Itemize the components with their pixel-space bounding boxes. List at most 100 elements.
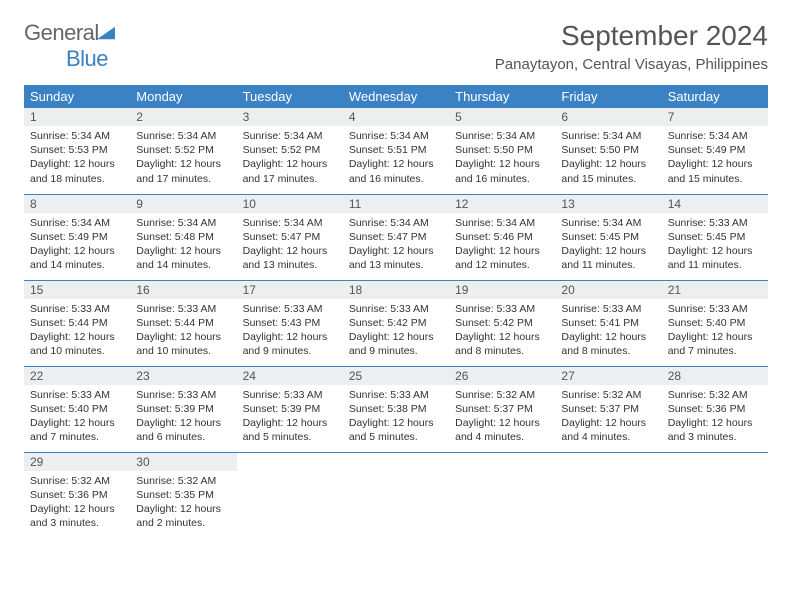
day-number: 11: [343, 195, 449, 213]
day-data: Sunrise: 5:34 AMSunset: 5:47 PMDaylight:…: [343, 213, 449, 279]
triangle-icon: [97, 26, 115, 40]
day-data: Sunrise: 5:34 AMSunset: 5:48 PMDaylight:…: [130, 213, 236, 279]
logo-text-general: General: [24, 20, 99, 45]
calendar-cell: 26Sunrise: 5:32 AMSunset: 5:37 PMDayligh…: [449, 366, 555, 452]
day-number: 2: [130, 108, 236, 126]
calendar-row: 22Sunrise: 5:33 AMSunset: 5:40 PMDayligh…: [24, 366, 768, 452]
day-data: Sunrise: 5:34 AMSunset: 5:49 PMDaylight:…: [662, 126, 768, 192]
weekday-header: Monday: [130, 85, 236, 108]
calendar-cell: 28Sunrise: 5:32 AMSunset: 5:36 PMDayligh…: [662, 366, 768, 452]
day-number: 24: [237, 367, 343, 385]
day-data: Sunrise: 5:32 AMSunset: 5:37 PMDaylight:…: [449, 385, 555, 451]
location: Panaytayon, Central Visayas, Philippines: [495, 56, 768, 73]
calendar-cell: 10Sunrise: 5:34 AMSunset: 5:47 PMDayligh…: [237, 194, 343, 280]
calendar-cell: 27Sunrise: 5:32 AMSunset: 5:37 PMDayligh…: [555, 366, 661, 452]
weekday-header: Saturday: [662, 85, 768, 108]
calendar-cell: 14Sunrise: 5:33 AMSunset: 5:45 PMDayligh…: [662, 194, 768, 280]
day-data: Sunrise: 5:34 AMSunset: 5:45 PMDaylight:…: [555, 213, 661, 279]
day-number: 28: [662, 367, 768, 385]
day-number: 13: [555, 195, 661, 213]
calendar-cell: 9Sunrise: 5:34 AMSunset: 5:48 PMDaylight…: [130, 194, 236, 280]
calendar-cell: 29Sunrise: 5:32 AMSunset: 5:36 PMDayligh…: [24, 452, 130, 538]
calendar-cell: 23Sunrise: 5:33 AMSunset: 5:39 PMDayligh…: [130, 366, 236, 452]
day-number: 26: [449, 367, 555, 385]
calendar-cell: [237, 452, 343, 538]
calendar-cell: 12Sunrise: 5:34 AMSunset: 5:46 PMDayligh…: [449, 194, 555, 280]
day-data: Sunrise: 5:33 AMSunset: 5:44 PMDaylight:…: [24, 299, 130, 365]
day-number: 27: [555, 367, 661, 385]
day-data: Sunrise: 5:33 AMSunset: 5:38 PMDaylight:…: [343, 385, 449, 451]
calendar-body: 1Sunrise: 5:34 AMSunset: 5:53 PMDaylight…: [24, 108, 768, 538]
calendar-cell: 4Sunrise: 5:34 AMSunset: 5:51 PMDaylight…: [343, 108, 449, 194]
weekday-header: Sunday: [24, 85, 130, 108]
calendar-cell: [555, 452, 661, 538]
day-data: Sunrise: 5:32 AMSunset: 5:37 PMDaylight:…: [555, 385, 661, 451]
calendar-cell: 16Sunrise: 5:33 AMSunset: 5:44 PMDayligh…: [130, 280, 236, 366]
calendar-cell: [343, 452, 449, 538]
day-data: Sunrise: 5:33 AMSunset: 5:39 PMDaylight:…: [237, 385, 343, 451]
day-data: Sunrise: 5:33 AMSunset: 5:44 PMDaylight:…: [130, 299, 236, 365]
calendar-cell: [449, 452, 555, 538]
day-number: 4: [343, 108, 449, 126]
calendar-row: 8Sunrise: 5:34 AMSunset: 5:49 PMDaylight…: [24, 194, 768, 280]
day-data: Sunrise: 5:34 AMSunset: 5:51 PMDaylight:…: [343, 126, 449, 192]
day-data: Sunrise: 5:32 AMSunset: 5:35 PMDaylight:…: [130, 471, 236, 537]
calendar-cell: 24Sunrise: 5:33 AMSunset: 5:39 PMDayligh…: [237, 366, 343, 452]
day-number: 6: [555, 108, 661, 126]
weekday-header: Tuesday: [237, 85, 343, 108]
day-number: 30: [130, 453, 236, 471]
day-data: Sunrise: 5:33 AMSunset: 5:39 PMDaylight:…: [130, 385, 236, 451]
calendar-cell: 17Sunrise: 5:33 AMSunset: 5:43 PMDayligh…: [237, 280, 343, 366]
calendar-cell: 20Sunrise: 5:33 AMSunset: 5:41 PMDayligh…: [555, 280, 661, 366]
logo: General Blue: [24, 20, 115, 72]
calendar-cell: 25Sunrise: 5:33 AMSunset: 5:38 PMDayligh…: [343, 366, 449, 452]
calendar-cell: 15Sunrise: 5:33 AMSunset: 5:44 PMDayligh…: [24, 280, 130, 366]
calendar-cell: 1Sunrise: 5:34 AMSunset: 5:53 PMDaylight…: [24, 108, 130, 194]
day-data: Sunrise: 5:32 AMSunset: 5:36 PMDaylight:…: [24, 471, 130, 537]
day-number: 18: [343, 281, 449, 299]
day-number: 25: [343, 367, 449, 385]
day-data: Sunrise: 5:33 AMSunset: 5:43 PMDaylight:…: [237, 299, 343, 365]
day-number: 22: [24, 367, 130, 385]
day-number: 9: [130, 195, 236, 213]
calendar-cell: [662, 452, 768, 538]
weekday-header: Friday: [555, 85, 661, 108]
day-number: 5: [449, 108, 555, 126]
day-number: 10: [237, 195, 343, 213]
day-number: 7: [662, 108, 768, 126]
weekday-header-row: SundayMondayTuesdayWednesdayThursdayFrid…: [24, 85, 768, 108]
calendar-cell: 3Sunrise: 5:34 AMSunset: 5:52 PMDaylight…: [237, 108, 343, 194]
calendar-row: 15Sunrise: 5:33 AMSunset: 5:44 PMDayligh…: [24, 280, 768, 366]
day-data: Sunrise: 5:33 AMSunset: 5:42 PMDaylight:…: [449, 299, 555, 365]
day-number: 29: [24, 453, 130, 471]
day-data: Sunrise: 5:34 AMSunset: 5:52 PMDaylight:…: [237, 126, 343, 192]
day-data: Sunrise: 5:34 AMSunset: 5:50 PMDaylight:…: [555, 126, 661, 192]
weekday-header: Wednesday: [343, 85, 449, 108]
calendar-row: 29Sunrise: 5:32 AMSunset: 5:36 PMDayligh…: [24, 452, 768, 538]
calendar-cell: 13Sunrise: 5:34 AMSunset: 5:45 PMDayligh…: [555, 194, 661, 280]
calendar-cell: 6Sunrise: 5:34 AMSunset: 5:50 PMDaylight…: [555, 108, 661, 194]
calendar-cell: 18Sunrise: 5:33 AMSunset: 5:42 PMDayligh…: [343, 280, 449, 366]
day-data: Sunrise: 5:33 AMSunset: 5:45 PMDaylight:…: [662, 213, 768, 279]
day-data: Sunrise: 5:34 AMSunset: 5:52 PMDaylight:…: [130, 126, 236, 192]
calendar-cell: 2Sunrise: 5:34 AMSunset: 5:52 PMDaylight…: [130, 108, 236, 194]
header: General Blue September 2024 Panaytayon, …: [24, 20, 768, 73]
day-number: 17: [237, 281, 343, 299]
calendar-cell: 22Sunrise: 5:33 AMSunset: 5:40 PMDayligh…: [24, 366, 130, 452]
day-data: Sunrise: 5:34 AMSunset: 5:53 PMDaylight:…: [24, 126, 130, 192]
day-data: Sunrise: 5:34 AMSunset: 5:49 PMDaylight:…: [24, 213, 130, 279]
day-data: Sunrise: 5:34 AMSunset: 5:46 PMDaylight:…: [449, 213, 555, 279]
calendar-cell: 21Sunrise: 5:33 AMSunset: 5:40 PMDayligh…: [662, 280, 768, 366]
calendar-cell: 5Sunrise: 5:34 AMSunset: 5:50 PMDaylight…: [449, 108, 555, 194]
day-number: 12: [449, 195, 555, 213]
day-data: Sunrise: 5:33 AMSunset: 5:42 PMDaylight:…: [343, 299, 449, 365]
day-number: 1: [24, 108, 130, 126]
calendar-cell: 11Sunrise: 5:34 AMSunset: 5:47 PMDayligh…: [343, 194, 449, 280]
day-data: Sunrise: 5:33 AMSunset: 5:40 PMDaylight:…: [662, 299, 768, 365]
calendar-cell: 30Sunrise: 5:32 AMSunset: 5:35 PMDayligh…: [130, 452, 236, 538]
day-number: 20: [555, 281, 661, 299]
logo-text-blue: Blue: [66, 46, 108, 71]
calendar-cell: 8Sunrise: 5:34 AMSunset: 5:49 PMDaylight…: [24, 194, 130, 280]
month-title: September 2024: [495, 20, 768, 52]
day-number: 15: [24, 281, 130, 299]
